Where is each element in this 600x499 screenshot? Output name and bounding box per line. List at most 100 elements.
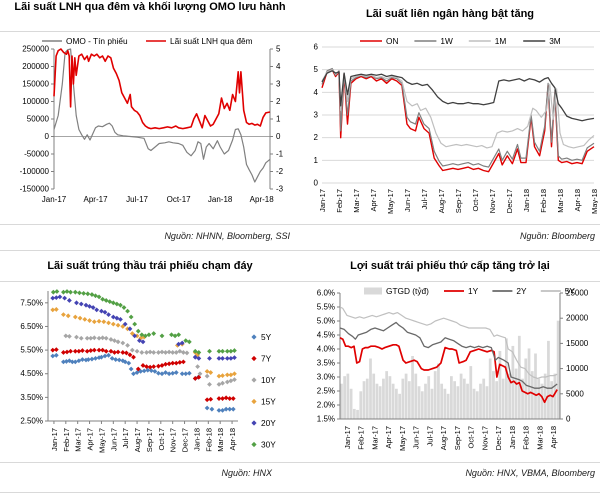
svg-text:Oct-17: Oct-17: [467, 426, 476, 449]
scatter-point: [53, 295, 59, 301]
svg-text:Feb-18: Feb-18: [539, 189, 548, 213]
volume-bar: [450, 376, 453, 419]
scatter-point: [91, 319, 97, 325]
scatter-point: [140, 363, 146, 368]
scatter-point: [80, 348, 85, 353]
scatter-point: [106, 320, 111, 326]
svg-text:Jan-17: Jan-17: [42, 195, 67, 204]
svg-text:10000: 10000: [566, 364, 589, 373]
divider: [0, 31, 600, 32]
chart-secondary-title: Lợi suất trái phiếu thứ cấp tăng trở lại: [350, 260, 550, 272]
svg-text:5: 5: [314, 65, 319, 74]
scatter-point: [127, 352, 133, 358]
volume-bar: [420, 391, 424, 419]
svg-text:Jul-17: Jul-17: [121, 428, 130, 448]
scatter-point: [144, 350, 149, 355]
volume-bar: [547, 340, 550, 419]
volume-bar: [550, 381, 554, 419]
svg-text:May-17: May-17: [97, 428, 106, 453]
scatter-point: [72, 348, 78, 354]
scatter-point: [61, 350, 66, 355]
svg-text:Jan-17: Jan-17: [343, 426, 352, 449]
scatter-point: [207, 381, 212, 387]
svg-text:Jan-18: Jan-18: [208, 195, 233, 204]
svg-text:Mar-18: Mar-18: [556, 189, 565, 213]
scatter-point: [163, 370, 168, 375]
scatter-point: [159, 363, 165, 368]
svg-text:May-17: May-17: [398, 426, 407, 451]
scatter-point: [223, 406, 229, 412]
svg-text:Jan-17: Jan-17: [318, 189, 327, 212]
svg-text:Feb-17: Feb-17: [357, 426, 366, 450]
scatter-point: [216, 396, 222, 401]
scatter-point: [62, 295, 68, 301]
scatter-point: [129, 347, 135, 353]
svg-text:-3: -3: [276, 185, 284, 194]
scatter-point: [192, 348, 198, 354]
volume-bar: [362, 381, 366, 419]
svg-text:5.0%: 5.0%: [317, 317, 335, 326]
divider: [0, 281, 600, 282]
scatter-point: [159, 371, 165, 377]
svg-text:150000: 150000: [22, 80, 49, 89]
scatter-point: [195, 364, 201, 370]
scatter-point: [50, 289, 56, 295]
svg-text:Nov-17: Nov-17: [488, 189, 497, 213]
svg-text:2: 2: [276, 97, 281, 106]
volume-bar: [433, 371, 437, 419]
volume-bar: [346, 373, 350, 419]
volume-bar: [514, 368, 518, 419]
volume-bar: [472, 388, 476, 419]
svg-text:1.5%: 1.5%: [317, 415, 335, 424]
svg-text:Aug-17: Aug-17: [133, 428, 142, 452]
scatter-point: [106, 352, 111, 358]
svg-text:Jul-17: Jul-17: [425, 426, 434, 446]
scatter-point: [53, 352, 59, 358]
scatter-point: [137, 338, 142, 344]
svg-text:Apr-18: Apr-18: [573, 189, 582, 212]
scatter-point: [123, 350, 129, 356]
scatter-point: [68, 289, 73, 295]
svg-text:6.0%: 6.0%: [317, 289, 335, 298]
scatter-point: [251, 355, 257, 362]
svg-text:Feb-18: Feb-18: [522, 426, 531, 450]
volume-bar: [540, 383, 544, 419]
svg-text:Apr-18: Apr-18: [228, 428, 237, 451]
svg-text:4.5%: 4.5%: [317, 331, 335, 340]
scatter-point: [53, 347, 59, 353]
scatter-point: [64, 349, 70, 355]
scatter-point: [94, 307, 100, 313]
scatter-point: [126, 360, 132, 366]
volume-bar: [378, 386, 382, 419]
scatter-point: [66, 333, 72, 339]
scatter-point: [120, 340, 126, 346]
volume-bar: [356, 409, 359, 419]
scatter-point: [115, 349, 121, 355]
scatter-point: [87, 318, 92, 323]
svg-text:Feb-17: Feb-17: [335, 189, 344, 213]
scatter-point: [93, 355, 98, 361]
volume-bar: [482, 378, 486, 419]
svg-text:0: 0: [314, 179, 319, 188]
svg-text:May-18: May-18: [590, 189, 598, 214]
scatter-point: [227, 396, 233, 401]
svg-text:3.5%: 3.5%: [317, 359, 335, 368]
legend-label: 1Y: [468, 286, 479, 296]
scatter-point: [64, 289, 70, 294]
scatter-point: [159, 349, 165, 355]
svg-text:3: 3: [276, 80, 281, 89]
svg-text:May-17: May-17: [386, 189, 395, 214]
volume-bar: [391, 383, 395, 419]
scatter-point: [125, 342, 130, 348]
scatter-point: [84, 348, 90, 354]
scatter-point: [134, 348, 140, 354]
svg-text:Nov-17: Nov-17: [169, 428, 178, 452]
svg-text:20000: 20000: [566, 314, 589, 323]
scatter-point: [152, 368, 158, 374]
scatter-point: [85, 357, 91, 362]
scatter-point: [220, 373, 225, 379]
svg-text:Mar-17: Mar-17: [74, 428, 83, 452]
volume-bar: [388, 376, 392, 419]
scatter-point: [197, 371, 203, 377]
scatter-point: [220, 407, 225, 413]
